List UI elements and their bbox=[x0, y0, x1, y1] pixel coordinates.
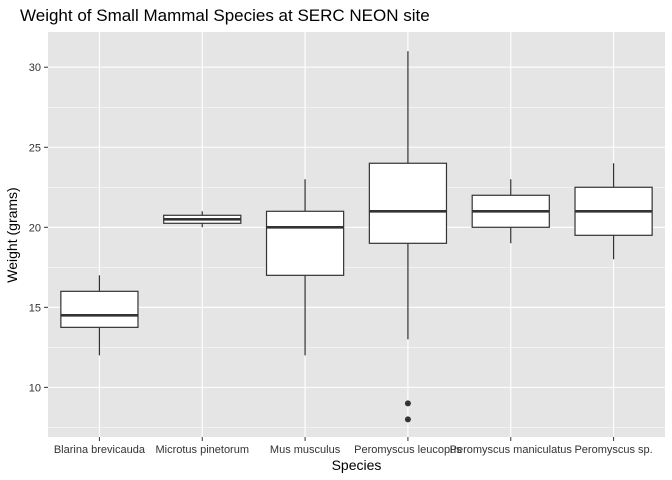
chart-title: Weight of Small Mammal Species at SERC N… bbox=[20, 6, 430, 25]
y-tick-label: 25 bbox=[29, 142, 41, 154]
x-axis-title: Species bbox=[332, 457, 382, 473]
outlier-point bbox=[404, 416, 411, 423]
y-axis: 10 15 20 25 30 bbox=[29, 62, 48, 394]
x-tick-label: Peromyscus maniculatus bbox=[450, 444, 573, 456]
boxplot-1 bbox=[60, 275, 139, 356]
plot-panel bbox=[48, 32, 665, 437]
y-tick-label: 20 bbox=[29, 222, 41, 234]
x-axis: Blarina brevicauda Microtus pinetorum Mus … bbox=[54, 437, 653, 456]
x-tick-label: Peromyscus leucopus bbox=[354, 444, 462, 456]
x-tick-label: Mus musculus bbox=[270, 444, 341, 456]
x-tick-label: Microtus pinetorum bbox=[155, 444, 249, 456]
x-tick-label: Blarina brevicauda bbox=[54, 444, 146, 456]
box-iqr bbox=[60, 290, 139, 328]
y-tick-label: 30 bbox=[29, 62, 41, 74]
boxplot-4 bbox=[368, 51, 448, 423]
box-iqr bbox=[265, 210, 345, 276]
y-tick-label: 10 bbox=[29, 382, 41, 394]
x-tick-label: Peromyscus sp. bbox=[574, 444, 652, 456]
grid-minor bbox=[48, 26, 665, 428]
y-axis-title: Weight (grams) bbox=[4, 187, 20, 282]
boxplot-6 bbox=[574, 163, 653, 260]
boxplot-2 bbox=[163, 211, 242, 228]
boxplot-3 bbox=[265, 179, 345, 356]
boxes bbox=[60, 51, 653, 423]
y-tick-label: 15 bbox=[29, 302, 41, 314]
boxplot-5 bbox=[471, 179, 550, 244]
box-iqr bbox=[368, 162, 448, 244]
outlier-point bbox=[404, 400, 411, 407]
